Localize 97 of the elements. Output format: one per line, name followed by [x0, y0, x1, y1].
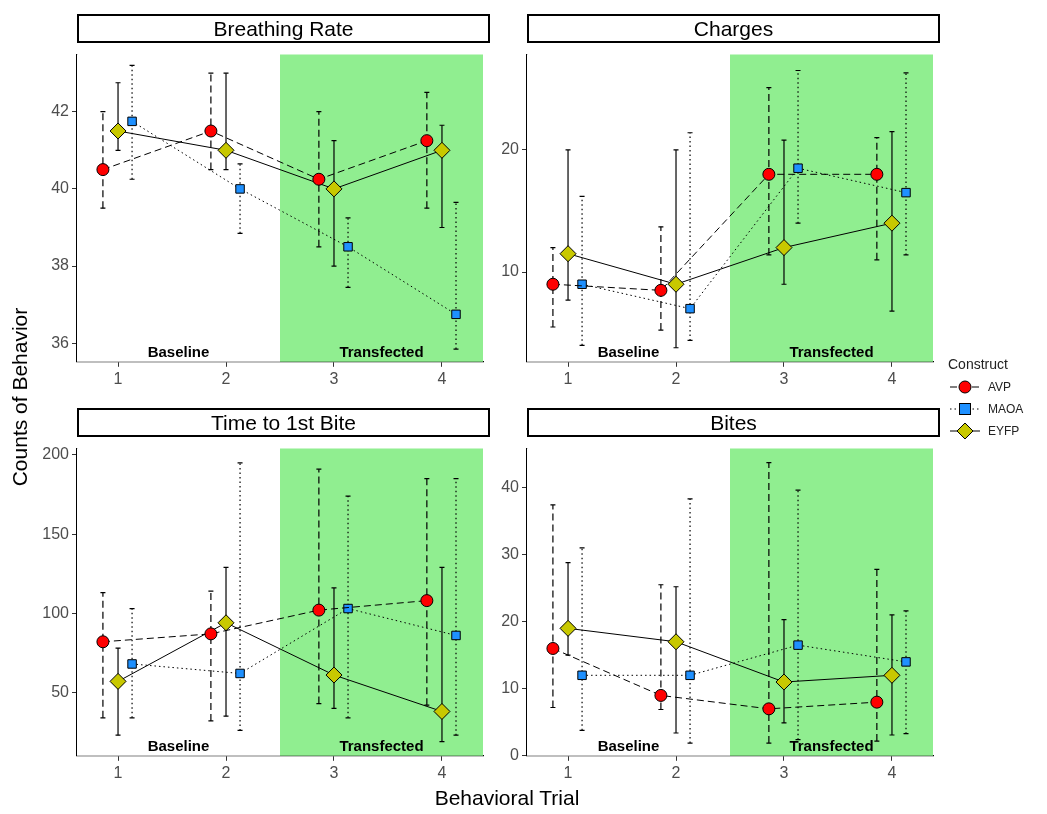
x-axis-title: Behavioral Trial [433, 786, 581, 810]
point [870, 695, 884, 709]
legend-label: MAOA [988, 402, 1024, 416]
x-tick-label: 2 [671, 369, 681, 387]
legend-label: EYFP [988, 424, 1020, 438]
point [685, 670, 695, 681]
band-label: Transfected [789, 737, 874, 755]
point [793, 163, 803, 173]
point [109, 122, 127, 140]
x-tick-label: 3 [329, 369, 339, 387]
point [667, 633, 685, 651]
point [343, 603, 353, 614]
point [420, 594, 434, 608]
point [433, 141, 451, 159]
legend-label: AVP [988, 380, 1012, 394]
point [433, 702, 451, 720]
point [451, 309, 461, 320]
point [420, 134, 434, 148]
x-tick-label: 1 [563, 763, 573, 781]
band-label: Baseline [597, 737, 660, 755]
y-tick-label: 10 [501, 679, 520, 697]
point [312, 603, 326, 617]
chart-title: Bites [527, 408, 940, 437]
chart-title: Charges [527, 14, 940, 43]
chart-title: Time to 1st Bite [77, 408, 490, 437]
point [870, 167, 884, 181]
point [235, 184, 245, 194]
point [217, 141, 235, 159]
point [901, 187, 911, 198]
point [96, 635, 110, 649]
point [667, 275, 685, 293]
point [204, 627, 218, 641]
point [577, 670, 587, 681]
point [312, 172, 326, 186]
y-tick-label: 42 [51, 102, 70, 120]
x-tick-label: 3 [329, 763, 339, 781]
point [775, 239, 793, 257]
point [559, 619, 577, 637]
point [217, 614, 235, 632]
point [762, 702, 776, 716]
point [343, 242, 353, 252]
x-tick-label: 2 [221, 369, 231, 387]
point [901, 657, 911, 667]
x-tick-label: 1 [113, 369, 123, 387]
x-tick-label: 2 [221, 763, 231, 781]
point [559, 245, 577, 263]
point [325, 666, 343, 684]
point [775, 673, 793, 691]
band-label: Transfected [789, 343, 874, 361]
y-tick-label: 100 [42, 603, 70, 621]
y-tick-label: 38 [51, 256, 70, 274]
y-tick-label: 150 [42, 524, 70, 542]
band-label: Baseline [147, 737, 210, 755]
point [96, 163, 110, 177]
x-tick-label: 4 [437, 763, 447, 781]
point [546, 641, 560, 655]
point [325, 180, 343, 198]
y-tick-label: 40 [51, 179, 70, 197]
y-tick-label: 0 [510, 746, 520, 764]
point [762, 167, 776, 181]
point [546, 277, 560, 291]
band-label: Baseline [597, 343, 660, 361]
band-label: Baseline [147, 343, 210, 361]
point [235, 668, 245, 679]
point [654, 688, 668, 702]
x-tick-label: 4 [437, 369, 447, 387]
legend-title: Construct [948, 356, 1009, 372]
x-tick-label: 2 [671, 763, 681, 781]
point [451, 630, 461, 641]
point [204, 124, 218, 138]
point [685, 303, 695, 314]
y-tick-label: 20 [501, 140, 520, 158]
point [577, 279, 587, 289]
band-label: Transfected [339, 737, 424, 755]
point [127, 659, 137, 669]
x-tick-label: 4 [887, 369, 897, 387]
y-tick-label: 50 [51, 682, 70, 700]
x-tick-label: 3 [779, 369, 789, 387]
y-tick-label: 20 [501, 612, 520, 630]
x-tick-label: 1 [113, 763, 123, 781]
point [654, 283, 668, 297]
y-tick-label: 30 [501, 544, 520, 562]
point [883, 666, 901, 684]
y-axis-title: Counts of Behavior [8, 306, 32, 489]
point [127, 116, 137, 127]
x-tick-label: 4 [887, 763, 897, 781]
point [109, 672, 127, 690]
y-tick-label: 36 [51, 333, 70, 351]
point [793, 640, 803, 650]
y-tick-label: 10 [501, 262, 520, 280]
point [883, 214, 901, 232]
y-tick-label: 40 [501, 477, 520, 495]
x-tick-label: 3 [779, 763, 789, 781]
x-tick-label: 1 [563, 369, 573, 387]
chart-title: Breathing Rate [77, 14, 490, 43]
y-tick-label: 200 [42, 445, 70, 463]
band-label: Transfected [339, 343, 424, 361]
